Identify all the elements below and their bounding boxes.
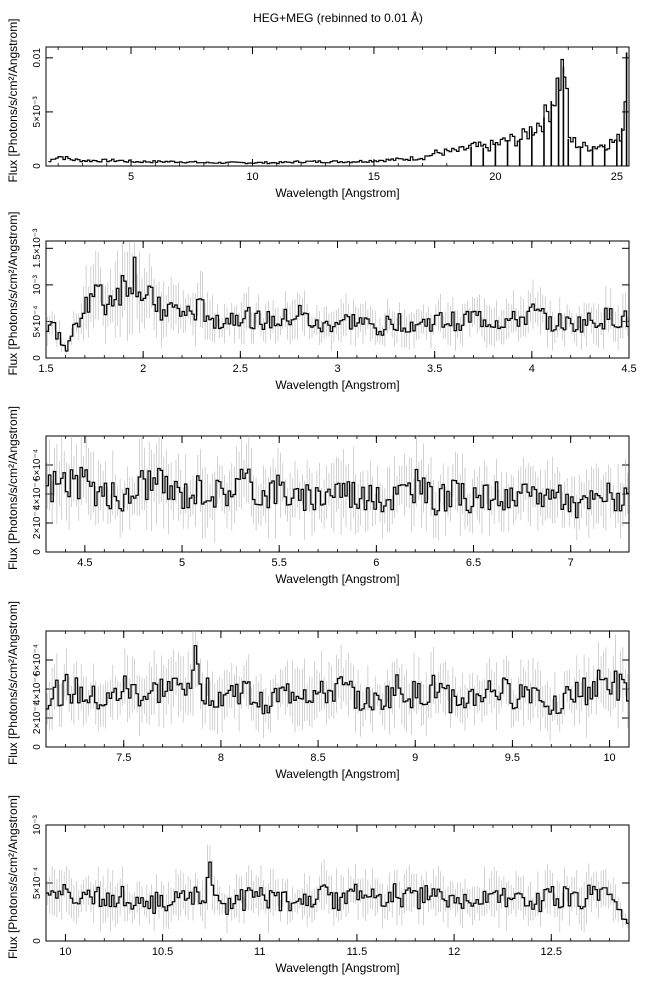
panel-2: 1.5 2 2.5 3 3.5 4 4.5 0 5×10⁻⁴ 10⁻³ 1.5×10⁻³ Wavele… bbox=[6, 211, 637, 392]
x-axis-label: Wavelength [Angstrom] bbox=[275, 572, 399, 586]
y-tick-label: 6×10⁻⁴ bbox=[32, 644, 43, 676]
y-tick-label: 0 bbox=[32, 938, 43, 944]
x-tick-label: 20 bbox=[489, 171, 501, 183]
plot-frame bbox=[45, 630, 630, 748]
spectrum-line bbox=[46, 466, 629, 519]
y-tick-label: 0.01 bbox=[32, 48, 43, 68]
y-axis-label: Flux [Photons/s/cm²/Angstrom] bbox=[6, 211, 20, 375]
x-tick-label: 12.5 bbox=[541, 946, 562, 958]
y-tick-label: 0 bbox=[32, 549, 43, 555]
x-tick-label: 25 bbox=[611, 171, 623, 183]
plot-frame bbox=[45, 46, 630, 167]
x-tick-label: 2.5 bbox=[233, 363, 248, 375]
x-tick-label: 8 bbox=[218, 752, 224, 764]
x-axis-label: Wavelength [Angstrom] bbox=[275, 767, 399, 781]
panel-3: 4.5 5 5.5 6 6.5 7 0 2×10⁻⁴4×10⁻⁴6×10⁻⁴ Wavelengt… bbox=[6, 406, 630, 586]
x-tick-label: 1.5 bbox=[38, 363, 53, 375]
spectrum-line bbox=[46, 256, 629, 352]
y-tick-label: 5×10⁻³ bbox=[32, 96, 43, 128]
panel-4: 7.5 8 8.5 9 9.5 10 0 2×10⁻⁴4×10⁻⁴6×10⁻⁴ Waveleng… bbox=[6, 601, 630, 781]
x-tick-label: 15 bbox=[368, 171, 380, 183]
error-bars bbox=[46, 436, 629, 543]
error-bars bbox=[46, 631, 629, 741]
x-tick-label: 11.5 bbox=[347, 946, 368, 958]
spectrum-line bbox=[46, 861, 629, 924]
x-tick-label: 10 bbox=[603, 752, 615, 764]
x-tick-label: 5 bbox=[128, 171, 134, 183]
x-axis-label: Wavelength [Angstrom] bbox=[275, 378, 399, 392]
x-tick-label: 4.5 bbox=[77, 557, 92, 569]
x-tick-label: 2 bbox=[140, 363, 146, 375]
y-tick-label: 6×10⁻⁴ bbox=[32, 449, 43, 481]
y-axis-label: Flux [Photons/s/cm²/Angstrom] bbox=[6, 601, 20, 765]
x-tick-label: 7.5 bbox=[116, 752, 131, 764]
x-tick-label: 10 bbox=[246, 171, 258, 183]
panel-5: 10 10.5 11 11.5 12 12.5 0 5×10⁻⁴ 10⁻³ Wavelength … bbox=[6, 795, 630, 975]
error-bars bbox=[46, 241, 629, 354]
y-tick-label: 0 bbox=[32, 744, 43, 750]
x-tick-label: 6 bbox=[373, 557, 379, 569]
x-tick-label: 3.5 bbox=[427, 363, 442, 375]
x-tick-label: 10 bbox=[59, 946, 71, 958]
y-tick-label: 1.5×10⁻³ bbox=[32, 228, 43, 268]
x-tick-label: 10.5 bbox=[152, 946, 173, 958]
y-tick-label: 5×10⁻⁴ bbox=[32, 305, 43, 337]
plot-frame bbox=[45, 824, 630, 942]
panel-1: 5 10 15 20 25 0 5×10⁻³ 0.01 Wavelength [Angstrom… bbox=[6, 18, 630, 200]
spectrum-line bbox=[48, 58, 627, 165]
x-tick-label: 7 bbox=[568, 557, 574, 569]
x-tick-label: 8.5 bbox=[310, 752, 325, 764]
y-axis-label: Flux [Photons/s/cm²/Angstrom] bbox=[6, 795, 20, 959]
x-tick-label: 5 bbox=[179, 557, 185, 569]
y-tick-label: 0 bbox=[32, 355, 43, 361]
y-tick-label: 2×10⁻⁴ bbox=[32, 507, 43, 539]
y-tick-label: 10⁻³ bbox=[32, 274, 43, 294]
y-tick-label: 2×10⁻⁴ bbox=[32, 702, 43, 734]
x-tick-label: 11 bbox=[254, 946, 265, 958]
x-tick-label: 9 bbox=[412, 752, 418, 764]
y-tick-label: 5×10⁻⁴ bbox=[32, 867, 43, 899]
x-axis-label: Wavelength [Angstrom] bbox=[275, 186, 399, 200]
error-bars bbox=[46, 844, 629, 934]
x-tick-label: 9.5 bbox=[505, 752, 520, 764]
x-tick-label: 4 bbox=[529, 363, 535, 375]
x-tick-label: 12 bbox=[448, 946, 460, 958]
x-axis-label: Wavelength [Angstrom] bbox=[275, 961, 399, 975]
y-tick-label: 4×10⁻⁴ bbox=[32, 673, 43, 705]
y-tick-label: 10⁻³ bbox=[32, 814, 43, 834]
y-axis-label: Flux [Photons/s/cm²/Angstrom] bbox=[6, 18, 20, 182]
y-tick-label: 0 bbox=[32, 163, 43, 169]
x-tick-label: 5.5 bbox=[272, 557, 287, 569]
y-axis-label: Flux [Photons/s/cm²/Angstrom] bbox=[6, 406, 20, 570]
spectrum-line bbox=[46, 645, 629, 715]
x-tick-label: 6.5 bbox=[466, 557, 481, 569]
y-tick-label: 4×10⁻⁴ bbox=[32, 478, 43, 510]
x-tick-label: 4.5 bbox=[621, 363, 636, 375]
figure-title: HEG+MEG (rebinned to 0.01 Å) bbox=[253, 10, 423, 25]
x-tick-label: 3 bbox=[334, 363, 340, 375]
